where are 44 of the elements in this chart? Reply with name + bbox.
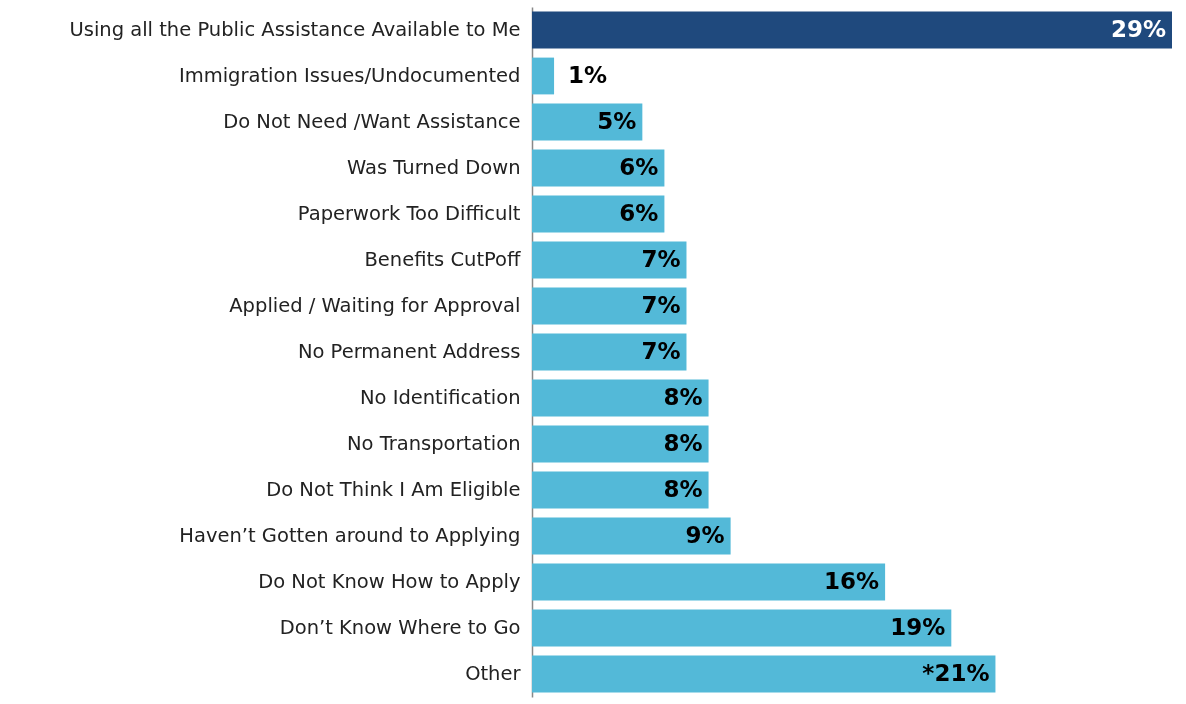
y-tick-label: Was Turned Down	[346, 156, 521, 179]
data-label: 9%	[685, 522, 725, 548]
data-label: 7%	[641, 246, 681, 272]
bar	[532, 563, 886, 601]
bar	[532, 425, 709, 463]
bar	[532, 195, 665, 233]
y-tick-label: Benefits CutPoff	[364, 248, 522, 271]
data-label: *21%	[922, 660, 990, 686]
data-label: 6%	[619, 200, 659, 226]
y-tick-label: Applied / Waiting for Approval	[229, 294, 521, 317]
bar	[532, 287, 687, 325]
bar	[532, 11, 1172, 49]
y-tick-label: Do Not Know How to Apply	[258, 570, 521, 593]
bar	[532, 57, 555, 95]
data-label: 19%	[890, 614, 946, 640]
bar	[532, 471, 709, 509]
bar	[532, 149, 665, 187]
data-label: 7%	[641, 292, 681, 318]
bar	[532, 655, 996, 693]
y-tick-label: Haven’t Gotten around to Applying	[179, 524, 521, 547]
bar	[532, 241, 687, 279]
y-tick-label: Using all the Public Assistance Available to Me	[69, 18, 521, 41]
data-label: 29%	[1110, 16, 1166, 42]
data-label: 8%	[663, 384, 703, 410]
data-label: 8%	[663, 430, 703, 456]
data-label: 6%	[619, 154, 659, 180]
bar	[532, 517, 731, 555]
y-tick-label: Do Not Think I Am Eligible	[266, 478, 521, 501]
y-tick-label: No Transportation	[346, 432, 521, 455]
data-label: 1%	[568, 62, 608, 88]
bar	[532, 333, 687, 371]
data-label: 16%	[824, 568, 880, 594]
data-label: 5%	[597, 108, 637, 134]
y-tick-label: Other	[465, 662, 522, 685]
bar	[532, 609, 952, 647]
y-tick-label: Paperwork Too Difficult	[297, 202, 521, 225]
y-tick-label: Immigration Issues/Undocumented	[178, 64, 521, 87]
data-label: 7%	[641, 338, 681, 364]
y-tick-label: No Identification	[359, 386, 521, 409]
data-label: 8%	[663, 476, 703, 502]
y-tick-label: No Permanent Address	[297, 340, 521, 363]
y-tick-label: Do Not Need /Want Assistance	[223, 110, 521, 133]
bar	[532, 379, 709, 417]
y-tick-label: Don’t Know Where to Go	[279, 616, 521, 639]
